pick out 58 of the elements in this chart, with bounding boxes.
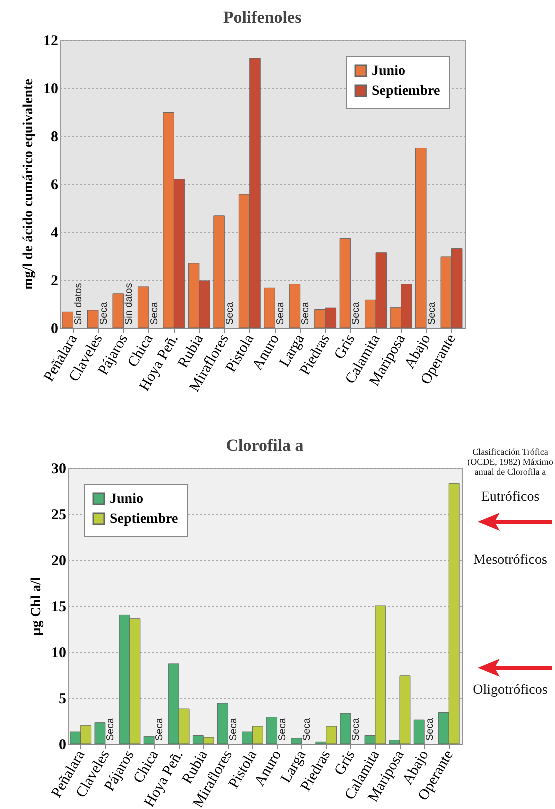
- y-axis-title: mg/l de ácido cumárico equivalente: [22, 79, 36, 290]
- annotation: Seca: [351, 302, 362, 325]
- annotation: Sin datos: [74, 283, 85, 325]
- annotation: Seca: [98, 302, 110, 325]
- text: Clasificación Trófica (OCDE, 1982) Máximo anual de Clorofila a: [466, 447, 554, 477]
- bar: [88, 310, 99, 328]
- y-tick-label: 30: [52, 462, 66, 478]
- bar: [414, 720, 425, 744]
- annotation: Seca: [277, 718, 288, 741]
- bar: [266, 717, 278, 744]
- legend-label: Septiembre: [110, 512, 178, 527]
- bar: [264, 288, 276, 328]
- annotation: Seca: [351, 718, 362, 741]
- bar: [214, 216, 225, 328]
- text: Mesotróficos: [472, 553, 548, 568]
- bar: [217, 703, 228, 744]
- annotation: Seca: [228, 718, 240, 741]
- legend-label: Junio: [372, 64, 406, 79]
- text: Oligotróficos: [472, 683, 549, 698]
- chart-title: Clorofila a: [226, 436, 304, 455]
- y-tick-label: 15: [52, 600, 66, 616]
- bar: [289, 284, 301, 328]
- chart-title: Polifenoles: [223, 8, 302, 27]
- annotation: Seca: [275, 302, 286, 325]
- bar: [94, 722, 106, 744]
- annotation: Seca: [424, 718, 436, 741]
- y-tick-label: 5: [59, 692, 66, 708]
- text: Eutróficos: [480, 490, 541, 505]
- y-tick-label: 2: [51, 274, 58, 290]
- annotation: Seca: [300, 302, 312, 325]
- bar: [340, 713, 352, 744]
- y-tick-label: 0: [51, 322, 58, 338]
- annotation: Seca: [106, 718, 117, 741]
- legend-label: Junio: [110, 492, 144, 507]
- y-tick-label: 25: [52, 508, 66, 524]
- y-tick-label: 20: [52, 554, 66, 570]
- bar: [62, 312, 74, 328]
- y-axis-title: µg Chl a/l: [30, 577, 44, 636]
- bar: [112, 294, 124, 328]
- bar: [340, 238, 352, 328]
- annotation: Seca: [302, 718, 314, 741]
- y-tick-label: 12: [44, 34, 58, 50]
- y-tick-label: 8: [51, 130, 58, 146]
- annotation: Sin datos: [124, 283, 136, 325]
- y-tick-label: 10: [52, 646, 66, 662]
- bar: [416, 148, 427, 328]
- y-tick-label: 0: [59, 738, 66, 754]
- legend-label: Septiembre: [372, 84, 440, 99]
- y-tick-label: 4: [51, 226, 59, 242]
- y-tick-label: 6: [51, 178, 59, 194]
- annotation: Seca: [149, 302, 160, 325]
- annotation: Seca: [225, 302, 236, 325]
- annotation: Seca: [154, 718, 166, 741]
- y-tick-label: 10: [44, 82, 58, 98]
- bar: [144, 736, 155, 744]
- bar: [138, 286, 150, 328]
- bar: [291, 738, 302, 744]
- annotation: Seca: [426, 302, 438, 325]
